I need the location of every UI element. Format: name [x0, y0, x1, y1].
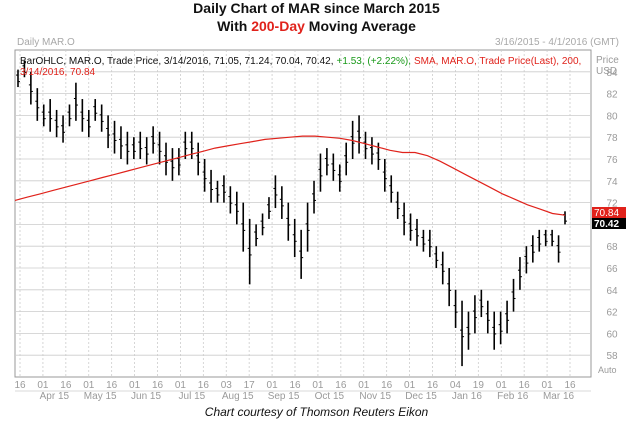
symbol-label: Daily MAR.O: [17, 37, 75, 48]
y-tick-label: 78: [606, 133, 618, 144]
sma-line: [14, 135, 566, 216]
x-tick-label: 01: [129, 380, 141, 391]
x-tick-label: 16: [427, 380, 439, 391]
x-tick-label: 16: [106, 380, 118, 391]
chart-credit: Chart courtesy of Thomson Reuters Eikon: [204, 405, 429, 419]
x-tick-label: 01: [267, 380, 279, 391]
x-tick-label: 16: [564, 380, 576, 391]
y-tick-label: 60: [606, 329, 618, 340]
sma-value-text: 70.84: [594, 208, 619, 219]
currency-label: USD: [596, 66, 617, 77]
month-label: May 15: [84, 391, 117, 402]
x-tick-label: 04: [450, 380, 462, 391]
month-label: Nov 15: [359, 391, 391, 402]
grid: [15, 50, 591, 377]
subtitle-suffix: Moving Average: [304, 18, 416, 34]
price-bars: [16, 60, 567, 367]
y-tick-label: 80: [606, 111, 618, 122]
month-label: Feb 16: [497, 391, 529, 402]
x-tick-label: 16: [152, 380, 164, 391]
chart-title: Daily Chart of MAR since March 2015: [193, 0, 440, 16]
y-tick-label: 62: [606, 308, 618, 319]
x-axis: 16 01 16 01 16 01 16 01 16 03 17 01 16 01 16 01 16 01 16 04…: [14, 380, 576, 391]
x-tick-label: 01: [175, 380, 187, 391]
month-labels: Apr 15 May 15 Jun 15 Jul 15 Aug 15 Sep 15 Oct …: [15, 390, 591, 402]
month-label: Apr 15: [40, 391, 70, 402]
month-label: Jun 15: [131, 391, 161, 402]
price-value-text: 70.42: [594, 219, 619, 230]
x-tick-label: 01: [496, 380, 508, 391]
x-tick-label: 19: [473, 380, 485, 391]
y-tick-label: 76: [606, 155, 618, 166]
sma-value-tag: [592, 207, 626, 218]
x-tick-label: 16: [198, 380, 210, 391]
x-tick-label: 01: [404, 380, 416, 391]
x-tick-label: 03: [221, 380, 233, 391]
month-label: Aug 15: [222, 391, 254, 402]
x-tick-label: 01: [37, 380, 49, 391]
x-tick-label: 01: [358, 380, 370, 391]
subtitle-highlight: 200-Day: [251, 18, 305, 34]
y-tick-label: 82: [606, 90, 618, 101]
x-tick-label: 17: [244, 380, 256, 391]
y-tick-label: 68: [606, 242, 618, 253]
subtitle-prefix: With: [217, 18, 252, 34]
month-label: Jan 16: [452, 391, 482, 402]
sma-info: 3/14/2016, 70.84: [20, 67, 96, 78]
month-label: Jul 15: [179, 391, 206, 402]
price-axis-label: Price: [596, 55, 619, 66]
x-tick-label: 16: [519, 380, 531, 391]
x-tick-label: 16: [289, 380, 301, 391]
x-tick-label: 16: [60, 380, 72, 391]
x-tick-label: 01: [312, 380, 324, 391]
y-tick-label: 64: [606, 286, 618, 297]
auto-scale-button[interactable]: Auto: [598, 365, 617, 375]
plot-frame: [14, 49, 592, 378]
month-label: Dec 15: [405, 391, 437, 402]
y-tick-label: 74: [606, 177, 618, 188]
month-label: Sep 15: [268, 391, 300, 402]
y-tick-label: 66: [606, 264, 618, 275]
chart-subtitle: With 200-Day Moving Average: [0, 18, 633, 34]
ohlc-info: BarOHLC, MAR.O, Trade Price, 3/14/2016, …: [20, 56, 581, 67]
y-tick-label: 58: [606, 351, 618, 362]
month-label: Mar 16: [543, 391, 575, 402]
y-tick-label: 72: [606, 199, 618, 210]
x-tick-label: 01: [542, 380, 554, 391]
price-value-tag: [592, 218, 626, 229]
date-range-label: 3/16/2015 - 4/1/2016 (GMT): [495, 37, 619, 48]
x-tick-label: 01: [83, 380, 95, 391]
month-label: Oct 15: [315, 391, 345, 402]
x-tick-label: 16: [14, 380, 26, 391]
x-tick-label: 16: [381, 380, 393, 391]
y-tick-label: 84: [606, 68, 618, 79]
x-tick-label: 16: [335, 380, 347, 391]
